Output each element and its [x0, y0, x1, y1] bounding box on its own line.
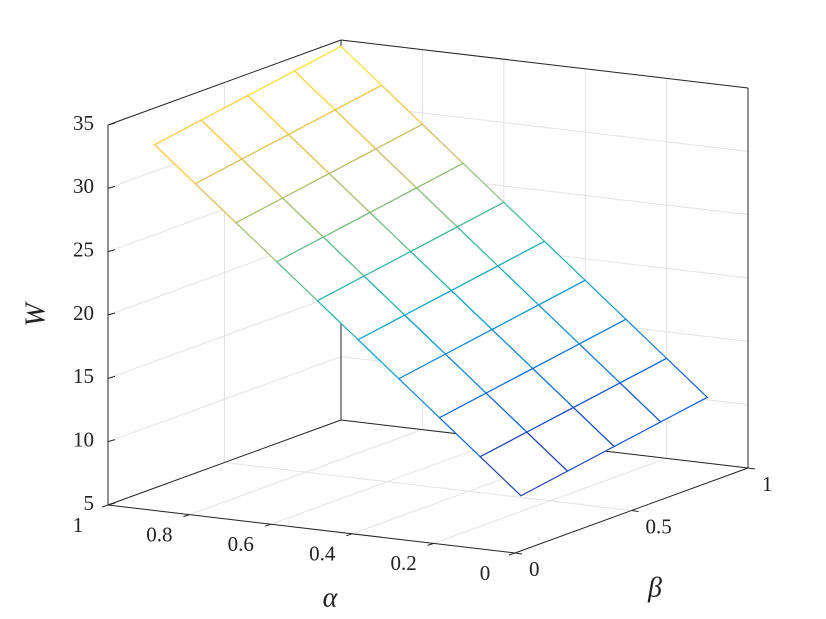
y-axis-label: β [647, 572, 662, 603]
tick-mark [107, 312, 116, 316]
surface-cell [479, 431, 569, 497]
x-tick-label: 0 [480, 561, 491, 585]
tick-mark [631, 510, 639, 512]
x-axis-label: α [323, 582, 339, 613]
tick-mark [107, 185, 116, 189]
grid-line [224, 462, 632, 511]
grid-line [107, 292, 342, 379]
z-tick-label: 20 [73, 301, 94, 325]
z-tick-label: 5 [84, 491, 95, 515]
box-edge [107, 419, 342, 506]
box-edge [107, 39, 342, 126]
tick-mark [183, 514, 190, 518]
x-tick-label: 0.8 [146, 522, 172, 546]
tick-mark [107, 375, 116, 379]
tick-mark [514, 552, 523, 555]
tick-mark [107, 122, 116, 126]
z-tick-label: 10 [73, 427, 94, 451]
y-tick-label: 1 [762, 472, 773, 496]
tick-mark [747, 467, 756, 470]
z-tick-label: 30 [73, 174, 94, 198]
tick-mark [427, 542, 434, 546]
x-tick-label: 1 [73, 513, 84, 537]
tick-mark [107, 439, 116, 443]
tick-mark [346, 533, 353, 537]
y-tick-label: 0 [529, 557, 540, 581]
tick-mark [101, 504, 109, 508]
y-tick-label: 0.5 [646, 514, 672, 538]
tick-mark [107, 249, 116, 253]
grid-line [107, 356, 342, 443]
tick-mark [264, 523, 271, 527]
z-tick-label: 35 [73, 111, 94, 135]
x-tick-label: 0.2 [390, 551, 416, 575]
tick-mark [107, 502, 116, 506]
z-tick-label: 25 [73, 237, 94, 261]
z-axis-label: W [20, 301, 51, 327]
axis-line [107, 504, 516, 554]
z-tick-label: 15 [73, 364, 94, 388]
x-tick-label: 0.4 [309, 542, 336, 566]
box-edge [340, 39, 749, 89]
tick-mark [508, 552, 516, 556]
x-tick-label: 0.6 [228, 532, 254, 556]
